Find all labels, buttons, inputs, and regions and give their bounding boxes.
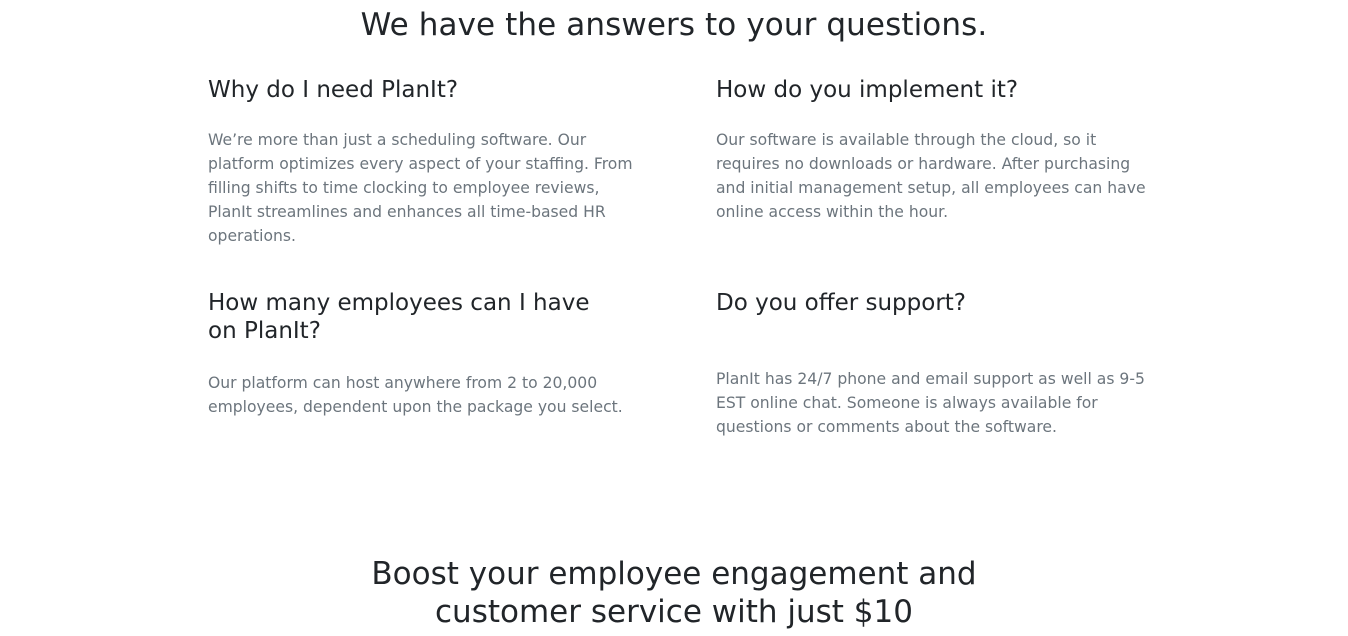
faq-answer: Our platform can host anywhere from 2 to…	[208, 374, 623, 416]
cta-heading-line-2: customer service with just $10	[435, 594, 913, 630]
faq-answer: PlanIt has 24/7 phone and email support …	[716, 370, 1145, 436]
cta-heading-line-1: Boost your employee engagement and	[371, 556, 977, 592]
faq-section-title: We have the answers to your questions.	[360, 7, 988, 43]
faq-item-why-need: Why do I need PlanIt? We’re more than ju…	[208, 76, 638, 245]
faq-item-employee-count: How many employees can I have on PlanIt?…	[208, 289, 623, 416]
faq-question: How many employees can I have on PlanIt?	[208, 290, 590, 344]
faq-answer: We’re more than just a scheduling softwa…	[208, 131, 633, 245]
faq-item-implement: How do you implement it? Our software is…	[716, 76, 1146, 221]
cta-heading: Boost your employee engagement and custo…	[0, 555, 1348, 631]
faq-question: How do you implement it?	[716, 77, 1019, 103]
faq-question: Do you offer support?	[716, 290, 967, 316]
faq-question: Why do I need PlanIt?	[208, 77, 459, 103]
faq-answer: Our software is available through the cl…	[716, 131, 1146, 221]
faq-item-support: Do you offer support? PlanIt has 24/7 ph…	[716, 289, 1146, 436]
